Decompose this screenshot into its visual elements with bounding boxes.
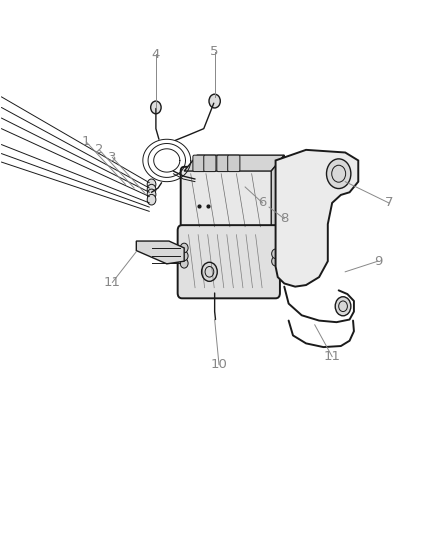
FancyBboxPatch shape <box>228 155 240 172</box>
FancyBboxPatch shape <box>181 167 275 239</box>
Circle shape <box>180 259 188 268</box>
Polygon shape <box>136 241 184 264</box>
Text: 8: 8 <box>280 212 289 225</box>
Polygon shape <box>271 155 284 235</box>
Polygon shape <box>276 150 358 287</box>
Text: 3: 3 <box>108 151 117 164</box>
Text: 9: 9 <box>374 255 382 268</box>
Text: 7: 7 <box>385 196 393 209</box>
Circle shape <box>209 94 220 108</box>
Text: 5: 5 <box>210 45 219 58</box>
Text: 6: 6 <box>258 196 267 209</box>
Circle shape <box>147 189 156 200</box>
Text: 1: 1 <box>82 135 91 148</box>
Text: 2: 2 <box>95 143 103 156</box>
Circle shape <box>151 101 161 114</box>
FancyBboxPatch shape <box>217 155 229 172</box>
Text: 4: 4 <box>152 48 160 61</box>
Circle shape <box>147 195 156 205</box>
Circle shape <box>147 179 156 190</box>
Circle shape <box>147 184 156 195</box>
FancyBboxPatch shape <box>178 225 280 298</box>
Text: 11: 11 <box>104 276 121 289</box>
Polygon shape <box>184 155 284 171</box>
Circle shape <box>272 249 279 259</box>
Circle shape <box>326 159 351 189</box>
Circle shape <box>201 262 217 281</box>
Circle shape <box>180 243 188 253</box>
FancyBboxPatch shape <box>193 155 205 172</box>
Circle shape <box>272 256 279 266</box>
Circle shape <box>180 251 188 261</box>
Circle shape <box>335 297 351 316</box>
Text: 11: 11 <box>324 350 341 363</box>
Text: 10: 10 <box>211 358 227 371</box>
FancyBboxPatch shape <box>204 155 216 172</box>
